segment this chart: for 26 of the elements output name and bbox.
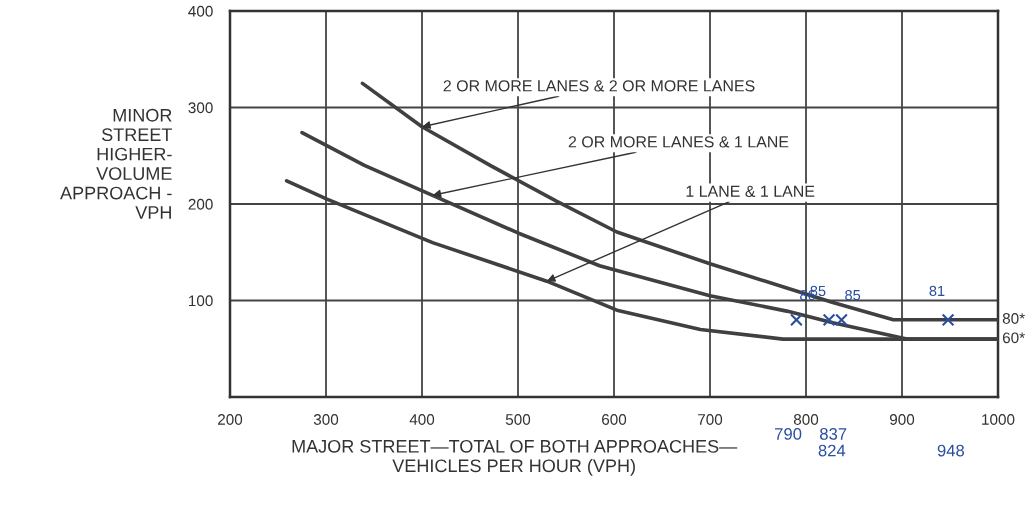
- x-tick-label: 400: [409, 414, 435, 425]
- y-tick-label: 200: [188, 198, 213, 210]
- text: 824: [818, 444, 846, 457]
- x-axis-title: MAJOR STREET—TOTAL OF BOTH APPROACHES— VEHICLES PER HOUR (VPH): [292, 439, 738, 476]
- x-tick-label: 800: [793, 414, 819, 425]
- y-tick-label: 100: [189, 295, 213, 307]
- annotation: 1 LANE & 1 LANE: [686, 185, 815, 197]
- annotation: 81: [929, 285, 945, 297]
- y-axis-title: MINOR STREET HIGHER- VOLUME APPROACH - VPH: [60, 108, 172, 219]
- x-tick-label: 600: [602, 414, 627, 425]
- annotation: 2 OR MORE LANES & 2 OR MORE LANES: [443, 80, 755, 92]
- annotation: 2 OR MORE LANES & 1 LANE: [568, 136, 789, 148]
- y-tick-label: 300: [188, 102, 213, 114]
- text: 837: [820, 428, 847, 440]
- y-tick-label: 400: [188, 5, 213, 17]
- text: 948: [937, 444, 965, 457]
- x-tick-label: 700: [698, 414, 723, 425]
- x-tick-label: 200: [218, 414, 243, 425]
- x-tick-label: 500: [505, 414, 531, 425]
- x-tick-label: 900: [889, 414, 915, 425]
- text: 790: [775, 428, 802, 440]
- x-tick-label: 300: [313, 414, 339, 425]
- annotation: 85: [845, 289, 861, 301]
- x-tick-label: 1000: [982, 414, 1015, 425]
- annotation: 60*: [1002, 332, 1025, 344]
- annotation: 80*: [1002, 313, 1025, 324]
